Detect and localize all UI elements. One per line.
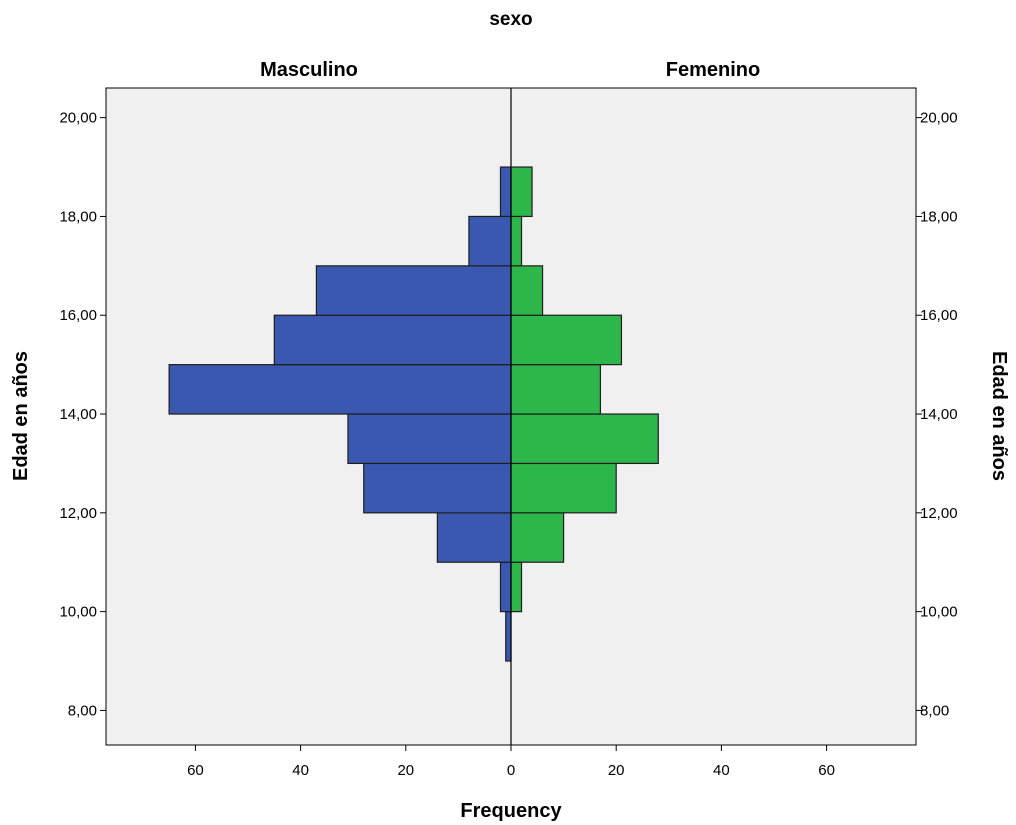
y-tick-label-left: 16,00: [59, 307, 97, 324]
y-tick-label-right: 12,00: [920, 505, 958, 522]
x-tick-label: 0: [507, 762, 515, 779]
femenino-bars: [510, 166, 659, 613]
masculino-bar-12: [363, 462, 512, 514]
y-tick-label-left: 8,00: [68, 702, 97, 719]
y-axis-left: 8,00 10,00 12,00 14,00 16,00 18,00 20,00: [59, 110, 106, 719]
x-axis-title: Frequency: [460, 800, 562, 822]
masculino-bar-18: [499, 166, 512, 218]
femenino-bar-11: [510, 512, 565, 563]
y-tick-label-right: 18,00: [920, 208, 958, 225]
femenino-bar-18: [510, 166, 533, 218]
masculino-bar-9: [505, 611, 512, 662]
masculino-bar-13: [347, 413, 512, 465]
femenino-bar-12: [510, 462, 617, 514]
panel-label-left: Masculino: [260, 59, 358, 81]
masculino-bar-17: [468, 215, 512, 267]
masculino-bar-11: [436, 512, 512, 563]
masculino-bar-15: [273, 314, 512, 366]
y-tick-label-left: 18,00: [59, 208, 97, 225]
x-tick-label: 20: [397, 762, 414, 779]
y-axis-right: 8,00 10,00 12,00 14,00 16,00 18,00 20,00: [916, 110, 958, 719]
y-tick-label-left: 12,00: [59, 505, 97, 522]
x-axis: 60 40 20 0 20 40 60: [187, 745, 835, 779]
masculino-bar-14: [168, 364, 512, 415]
femenino-bar-10: [510, 561, 523, 613]
femenino-bar-16: [510, 265, 544, 316]
y-tick-label-right: 16,00: [920, 307, 958, 324]
panel-label-right: Femenino: [666, 59, 760, 81]
y-tick-label-right: 8,00: [920, 702, 949, 719]
x-tick-label: 60: [818, 762, 835, 779]
femenino-bar-17: [510, 215, 523, 267]
femenino-bar-13: [510, 413, 659, 465]
femenino-bar-14: [510, 364, 602, 415]
x-tick-label: 20: [608, 762, 625, 779]
femenino-bar-15: [510, 314, 623, 366]
y-tick-label-right: 14,00: [920, 406, 958, 423]
y-tick-label-right: 20,00: [920, 110, 958, 127]
x-tick-label: 60: [187, 762, 204, 779]
masculino-bar-10: [499, 561, 512, 613]
y-tick-label-left: 10,00: [59, 604, 97, 621]
chart-title: sexo: [489, 9, 532, 30]
x-tick-label: 40: [292, 762, 309, 779]
x-tick-label: 40: [713, 762, 730, 779]
y-axis-title-left: Edad en años: [10, 351, 32, 481]
y-tick-label-right: 10,00: [920, 604, 958, 621]
y-axis-title-right: Edad en años: [988, 351, 1010, 481]
masculino-bars: [168, 166, 512, 662]
y-tick-label-left: 14,00: [59, 406, 97, 423]
masculino-bar-16: [315, 265, 512, 316]
y-tick-label-left: 20,00: [59, 110, 97, 127]
